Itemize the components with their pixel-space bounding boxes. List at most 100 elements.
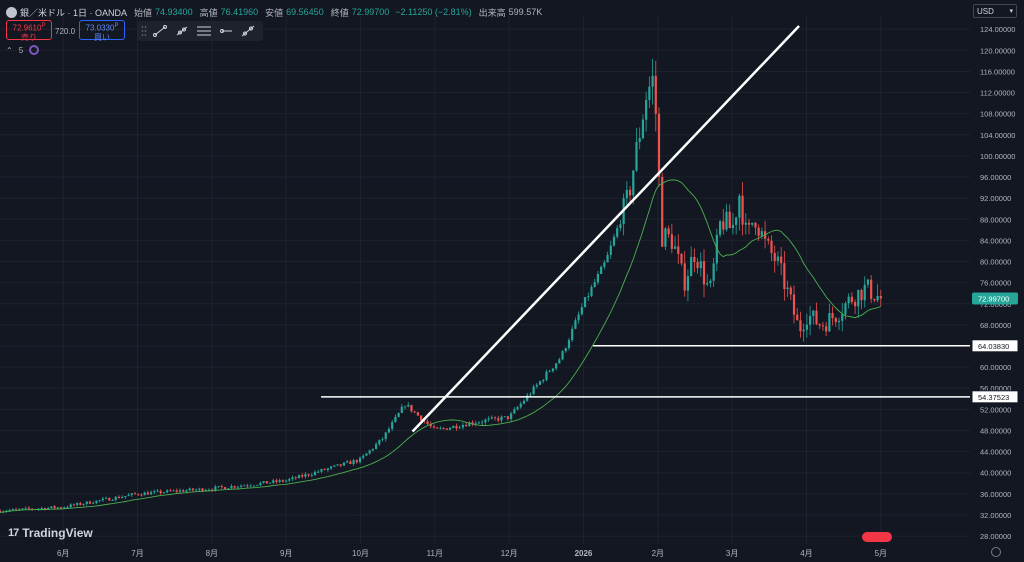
symbol-title[interactable]: 銀／米ドル · 1日 · OANDA xyxy=(20,7,128,18)
candle-body xyxy=(278,480,281,482)
indicators-row[interactable]: ⌃ 5 xyxy=(6,45,40,55)
economic-event-badge[interactable] xyxy=(862,532,892,542)
candle-body xyxy=(706,283,709,285)
candle-body xyxy=(111,500,114,501)
ray-tool[interactable] xyxy=(173,23,191,39)
candle-body xyxy=(143,492,146,496)
candle-body xyxy=(760,231,763,236)
candle-body xyxy=(583,297,587,308)
candle-body xyxy=(217,486,220,487)
candle-body xyxy=(680,253,683,264)
candle-body xyxy=(490,417,493,419)
symbol-header: 銀／米ドル · 1日 · OANDA 始値 74.93400 高値 76.41960… xyxy=(6,5,542,19)
price-tick-label: 40.00000 xyxy=(980,469,1011,478)
candle-body xyxy=(169,490,172,492)
candle-body xyxy=(40,508,43,509)
candle-body xyxy=(471,422,474,425)
candle-body xyxy=(432,426,436,428)
candle-body xyxy=(391,422,394,429)
candle-body xyxy=(230,486,233,489)
candle-body xyxy=(519,403,522,408)
candle-body xyxy=(673,246,677,249)
candle-body xyxy=(741,195,744,225)
candle-body xyxy=(201,488,204,491)
close-label: 終値 xyxy=(330,7,349,18)
candle-body xyxy=(699,261,702,269)
parallel-channel-tool[interactable] xyxy=(195,23,213,39)
indicator-count: 5 xyxy=(18,45,24,55)
price-tick-label: 68.00000 xyxy=(980,321,1011,330)
candle-body xyxy=(574,320,577,329)
candle-body xyxy=(767,238,770,241)
arrow-line-tool[interactable] xyxy=(217,23,235,39)
candle-body xyxy=(545,371,548,381)
trend-line-tool[interactable] xyxy=(151,23,169,39)
price-tick-label: 124.00000 xyxy=(980,25,1015,34)
candle-body xyxy=(564,348,567,352)
time-axis[interactable]: 6月 7月 8月 9月 10月 11月 12月 2026 2月 3月 4月 5月 xyxy=(57,549,887,558)
buy-price-sup: P xyxy=(114,23,119,29)
open-label: 始値 xyxy=(134,7,153,18)
settings-icon[interactable] xyxy=(991,547,1001,557)
candle-body xyxy=(66,507,69,508)
chevron-down-icon: ▾ xyxy=(1009,8,1013,15)
candle-body xyxy=(799,320,802,332)
candle-body xyxy=(670,234,673,249)
candle-body xyxy=(140,494,143,496)
candle-body xyxy=(448,427,452,430)
candle-body xyxy=(59,507,63,509)
price-tick-label: 28.00000 xyxy=(980,532,1011,541)
candle-body xyxy=(773,252,776,261)
price-tick-label: 104.00000 xyxy=(980,131,1015,140)
candle-body xyxy=(358,457,362,463)
candle-body xyxy=(400,406,403,413)
candle-body xyxy=(285,480,288,482)
candle-body xyxy=(866,279,870,285)
extended-line-tool[interactable] xyxy=(239,23,257,39)
candle-body xyxy=(792,294,796,315)
candle-body xyxy=(683,263,686,291)
time-tick-label: 3月 xyxy=(726,549,738,558)
candle-body xyxy=(548,371,551,372)
buy-button[interactable]: 73.0330P 買い xyxy=(79,20,125,42)
trend-line-icon xyxy=(153,25,167,37)
indicator-icon[interactable] xyxy=(29,45,40,55)
candle-body xyxy=(53,506,56,509)
candle-body xyxy=(796,314,799,321)
trend-line[interactable] xyxy=(411,25,800,433)
candle-body xyxy=(43,508,47,510)
price-axis[interactable]: 124.00000 120.00000 116.00000 112.00000 108.… xyxy=(971,25,1019,541)
candle-body xyxy=(291,477,294,480)
candle-body xyxy=(805,324,808,330)
candle-body xyxy=(625,189,628,199)
candle-body xyxy=(844,303,847,315)
candle-body xyxy=(783,263,786,290)
candle-body xyxy=(526,395,529,401)
horizontal-line-price-label: 54.37523 xyxy=(978,393,1009,402)
candle-body xyxy=(808,315,812,325)
candle-body xyxy=(108,497,111,501)
price-tick-label: 100.00000 xyxy=(980,152,1015,161)
collapse-icon[interactable]: ⌃ xyxy=(6,45,13,55)
candle-body xyxy=(98,500,101,502)
price-tick-label: 92.00000 xyxy=(980,194,1011,203)
candle-body xyxy=(837,320,841,323)
time-tick-label: 11月 xyxy=(427,549,443,558)
candle-body xyxy=(259,482,262,485)
candle-body xyxy=(166,490,169,493)
candle-body xyxy=(159,490,162,494)
drawing-layer[interactable] xyxy=(321,25,970,433)
candle-body xyxy=(420,415,423,421)
drag-handle-icon[interactable] xyxy=(141,25,147,37)
candle-body xyxy=(368,450,371,454)
sell-button[interactable]: 72.9610P 売り xyxy=(6,20,52,42)
candle-body xyxy=(532,386,535,395)
candle-body xyxy=(301,475,304,477)
candle-body xyxy=(11,508,14,511)
currency-select[interactable]: USD ▾ xyxy=(973,4,1017,18)
candle-body xyxy=(95,500,98,504)
candle-body xyxy=(256,484,259,486)
candle-body xyxy=(641,119,645,139)
candle-body xyxy=(82,504,85,505)
